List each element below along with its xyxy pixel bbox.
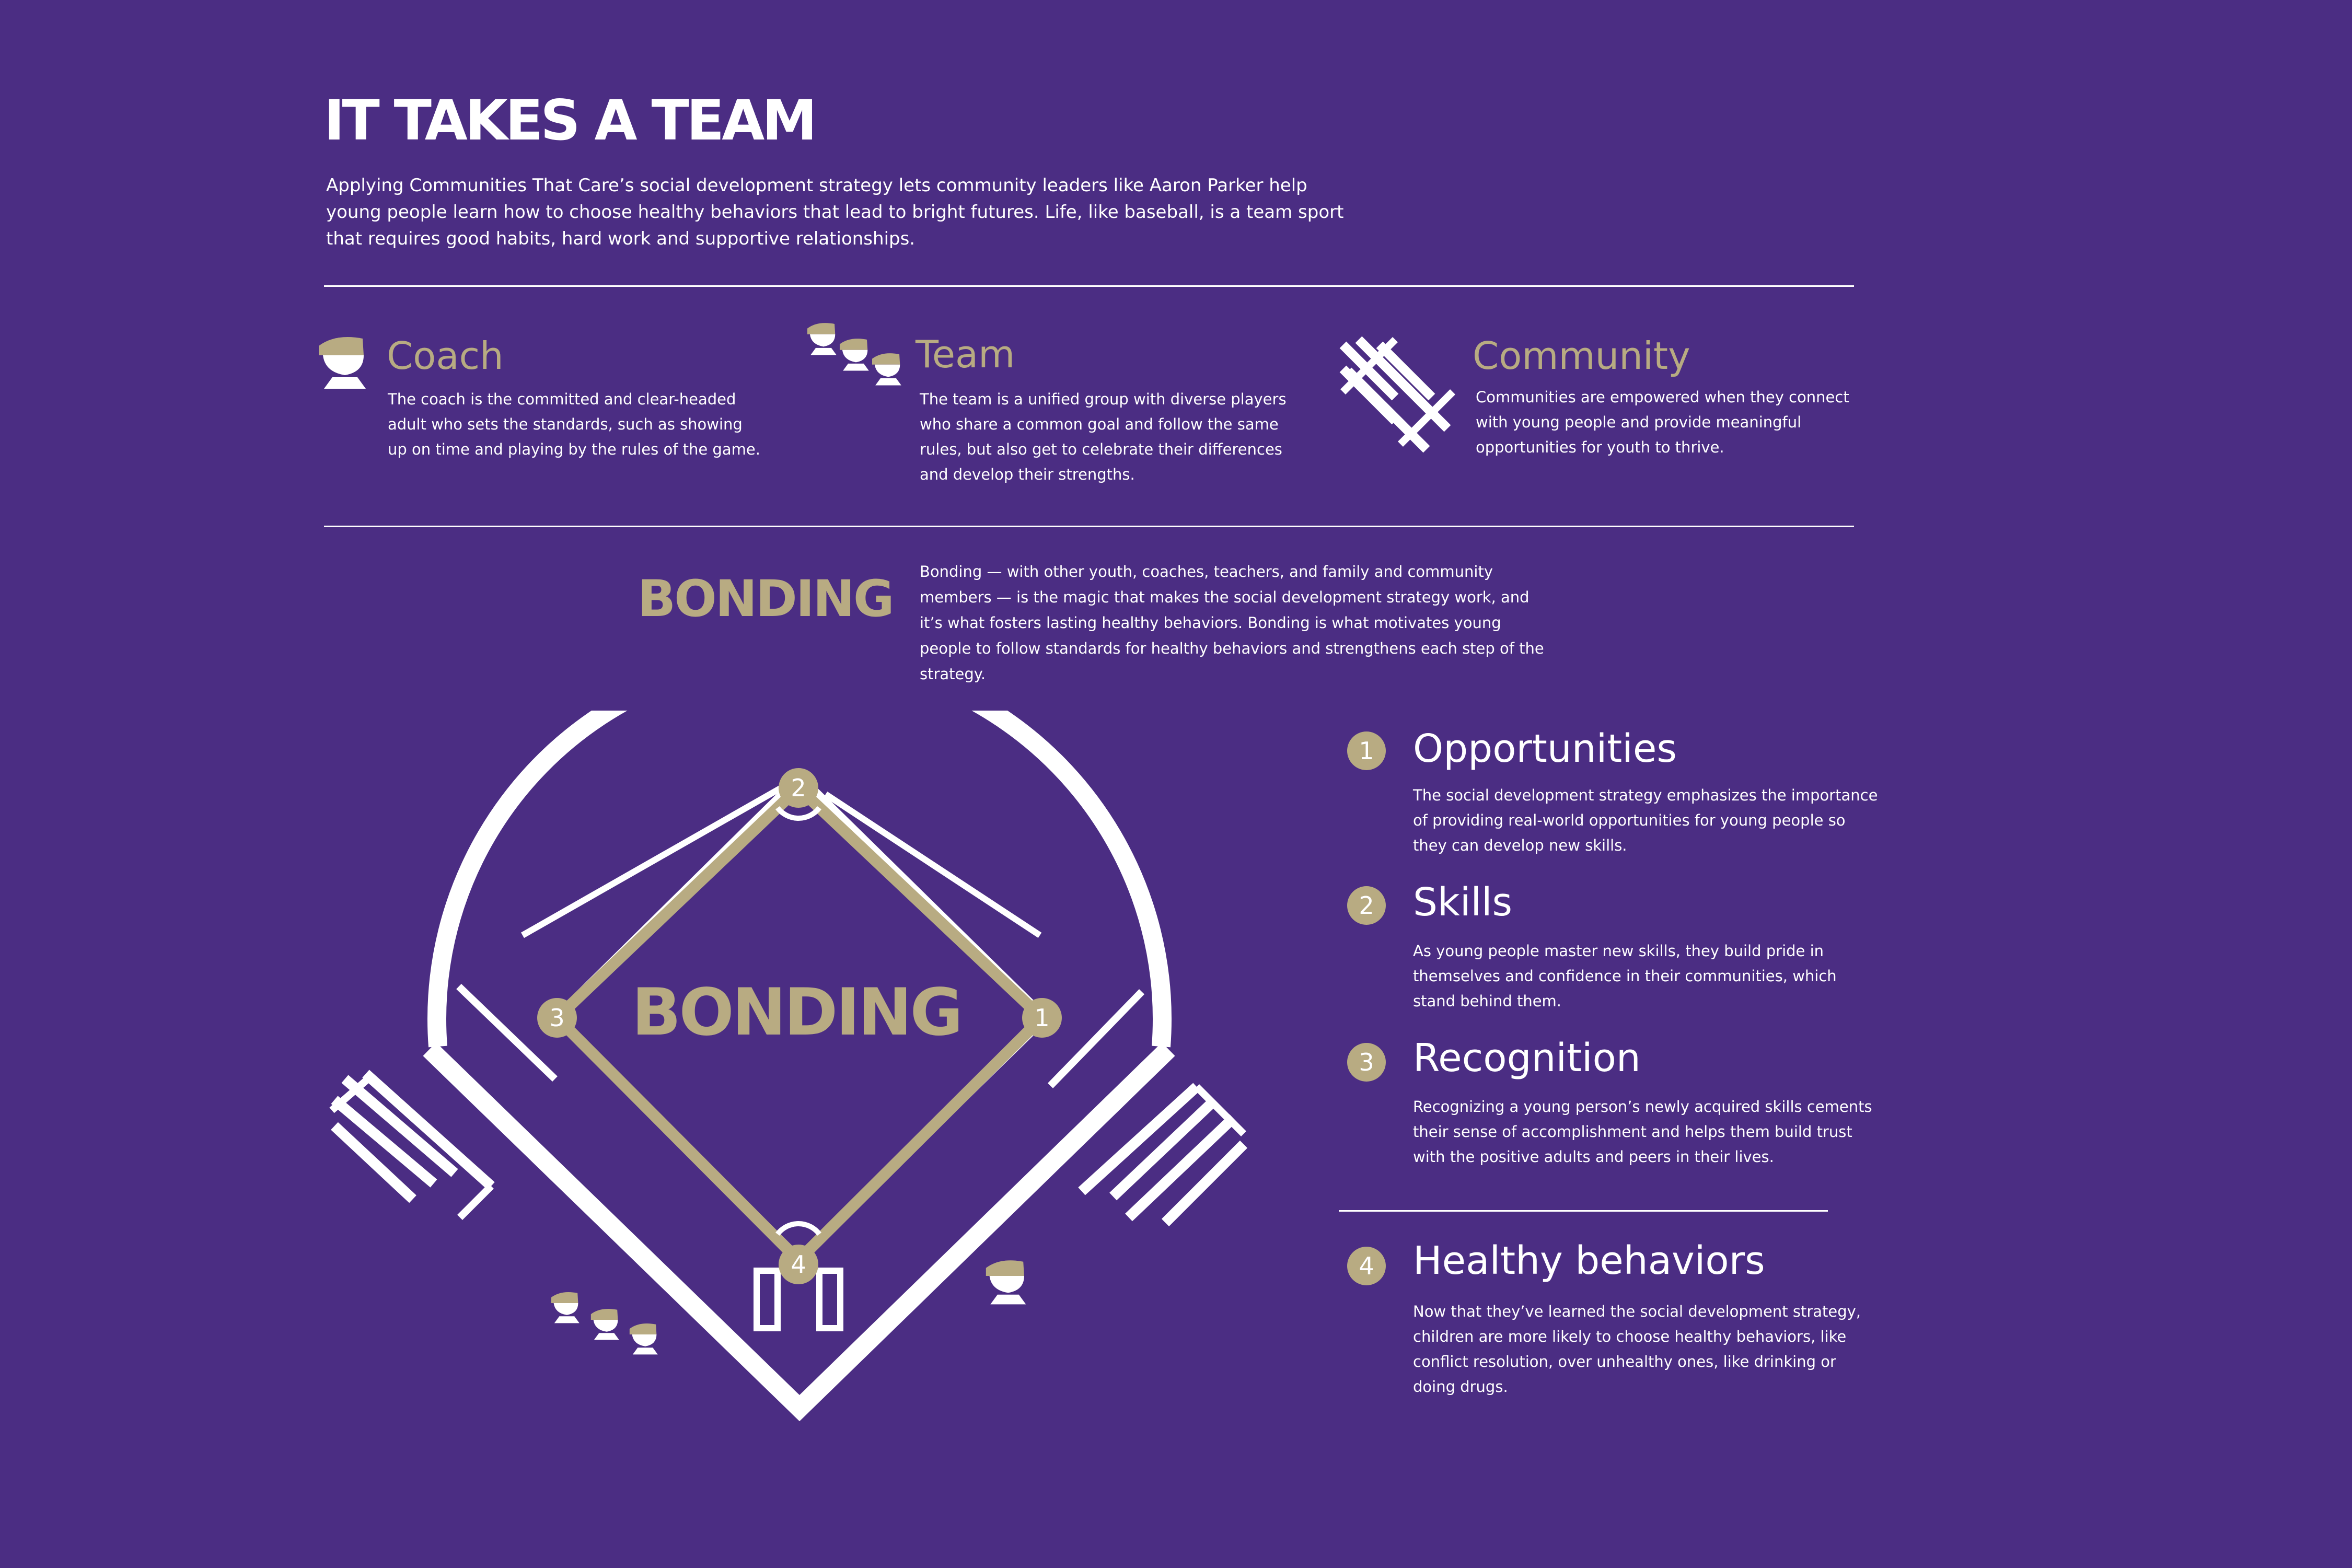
batter-box-left bbox=[754, 1268, 781, 1331]
coach-icon bbox=[319, 337, 366, 389]
base-1-label: 1 bbox=[1034, 1004, 1049, 1032]
step-text-4: Now that they’ve learned the social deve… bbox=[1413, 1303, 1861, 1396]
intro-paragraph: Applying Communities That Care’s social … bbox=[326, 175, 1344, 249]
divider-middle bbox=[324, 526, 1854, 527]
role-text-community: Communities are empowered when they conn… bbox=[1476, 388, 1849, 456]
baseball-field-diagram: 2 1 3 4 BONDING bbox=[329, 711, 1248, 1422]
step-text-1: The social development strategy emphasiz… bbox=[1413, 786, 1878, 854]
step-title-4: Healthy behaviors bbox=[1413, 1238, 1765, 1283]
bleachers-left-icon bbox=[329, 1070, 495, 1220]
page-title: IT TAKES A TEAM bbox=[324, 88, 817, 153]
step-number-1: 1 bbox=[1347, 731, 1386, 770]
bonding-heading: BONDING bbox=[638, 570, 895, 628]
divider-top bbox=[324, 285, 1854, 287]
role-title-community: Community bbox=[1473, 334, 1690, 378]
step-text-3: Recognizing a young person’s newly acqui… bbox=[1413, 1098, 1872, 1166]
step-title-2: Skills bbox=[1413, 880, 1513, 925]
base-1: 1 bbox=[1022, 998, 1062, 1038]
step-title-3: Recognition bbox=[1413, 1036, 1641, 1081]
foul-lines bbox=[423, 1042, 1175, 1422]
base-3-label: 3 bbox=[549, 1004, 564, 1032]
divider-steps bbox=[1339, 1210, 1828, 1212]
field-coach-icon bbox=[986, 1260, 1026, 1305]
role-text-team: The team is a unified group with diverse… bbox=[920, 390, 1287, 483]
bleachers-right-icon bbox=[1078, 1083, 1248, 1227]
role-title-coach: Coach bbox=[387, 334, 504, 378]
team-icon bbox=[807, 323, 901, 386]
base-2: 2 bbox=[779, 768, 818, 808]
batter-box-right bbox=[816, 1268, 843, 1331]
bleachers-icon bbox=[1339, 336, 1455, 453]
role-text-coach: The coach is the committed and clear-hea… bbox=[388, 390, 760, 458]
step-number-3: 3 bbox=[1347, 1043, 1386, 1082]
base-3: 3 bbox=[537, 998, 577, 1038]
step-number-2: 2 bbox=[1347, 886, 1386, 925]
players-icon bbox=[551, 1292, 658, 1355]
base-2-label: 2 bbox=[791, 774, 806, 802]
step-number-4: 4 bbox=[1347, 1247, 1386, 1285]
step-text-2: As young people master new skills, they … bbox=[1413, 942, 1837, 1010]
role-title-team: Team bbox=[916, 332, 1015, 376]
base-4: 4 bbox=[779, 1245, 818, 1284]
base-4-label: 4 bbox=[791, 1250, 806, 1279]
outfield-arc bbox=[427, 711, 1172, 1048]
field-center-label: BONDING bbox=[632, 975, 961, 1050]
step-title-1: Opportunities bbox=[1413, 726, 1677, 771]
bonding-paragraph: Bonding — with other youth, coaches, tea… bbox=[920, 563, 1544, 683]
